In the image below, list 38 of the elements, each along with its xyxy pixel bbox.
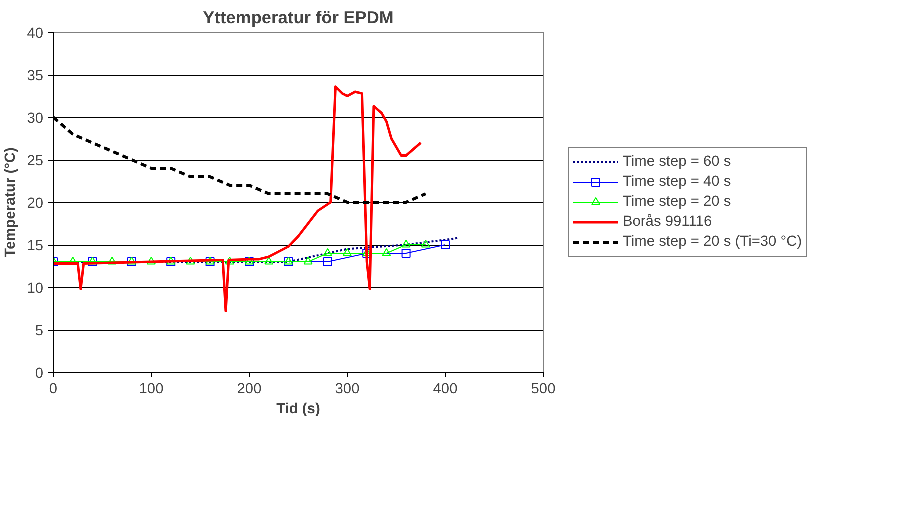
point bbox=[186, 256, 196, 265]
y-tick-label: 25 bbox=[27, 154, 44, 170]
point bbox=[108, 256, 117, 265]
x-tick-label: 100 bbox=[139, 382, 164, 398]
y-tick-label: 40 bbox=[27, 26, 44, 42]
point bbox=[402, 249, 411, 258]
legend-label: Borås 991116 bbox=[623, 214, 712, 230]
y-tick-label: 20 bbox=[27, 196, 44, 212]
x-tick-label: 200 bbox=[237, 382, 262, 398]
legend-label: Time step = 20 s (Ti=30 °C) bbox=[623, 234, 802, 250]
point bbox=[304, 256, 313, 265]
x-tick-label: 500 bbox=[531, 382, 556, 398]
x-tick-label: 300 bbox=[335, 382, 360, 398]
y-tick-label: 5 bbox=[35, 324, 44, 340]
point bbox=[421, 240, 430, 248]
legend-label: Time step = 20 s bbox=[623, 194, 732, 210]
point bbox=[402, 240, 411, 248]
y-tick-label: 0 bbox=[35, 366, 44, 382]
x-axis-title: Tid (s) bbox=[276, 402, 320, 418]
y-axis-title: Temperatur (°C) bbox=[3, 147, 20, 258]
legend-label: Time step = 60 s bbox=[623, 154, 732, 170]
x-tick-label: 400 bbox=[433, 382, 458, 398]
point bbox=[382, 248, 392, 256]
point bbox=[323, 248, 332, 256]
point bbox=[441, 240, 450, 250]
y-tick-label: 15 bbox=[27, 238, 44, 254]
point bbox=[343, 248, 352, 256]
y-tick-label: 30 bbox=[27, 111, 44, 127]
point bbox=[225, 256, 234, 265]
legend-label: Time step = 40 s bbox=[623, 174, 732, 190]
point bbox=[323, 258, 332, 266]
line-series bbox=[54, 86, 422, 313]
point bbox=[264, 256, 274, 265]
x-tick-label: 0 bbox=[49, 382, 58, 398]
chart-title: Yttemperatur för EPDM bbox=[203, 8, 394, 28]
y-tick-label: 35 bbox=[27, 68, 44, 84]
point bbox=[147, 256, 156, 265]
y-tick-label: 10 bbox=[27, 281, 44, 297]
